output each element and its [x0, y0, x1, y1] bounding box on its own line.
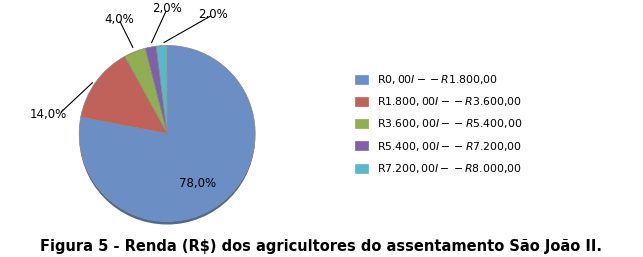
Text: 4,0%: 4,0% [104, 13, 134, 26]
Wedge shape [145, 46, 167, 133]
Text: 2,0%: 2,0% [152, 2, 182, 15]
Wedge shape [125, 48, 167, 133]
Polygon shape [79, 126, 255, 224]
Wedge shape [81, 56, 167, 133]
Text: 2,0%: 2,0% [198, 8, 228, 21]
Text: Figura 5 - Renda (R$) dos agricultores do assentamento São João II.: Figura 5 - Renda (R$) dos agricultores d… [41, 240, 602, 254]
Legend: R$ 0,00 I-- R$1.800,00, R$1.800,00 I-- R$3.600,00, R$3.600,00 I-- R$5.400,00, R$: R$ 0,00 I-- R$1.800,00, R$1.800,00 I-- R… [355, 73, 522, 175]
Wedge shape [79, 45, 255, 222]
Wedge shape [156, 45, 167, 133]
Text: 14,0%: 14,0% [30, 108, 67, 121]
Text: 78,0%: 78,0% [179, 178, 217, 190]
